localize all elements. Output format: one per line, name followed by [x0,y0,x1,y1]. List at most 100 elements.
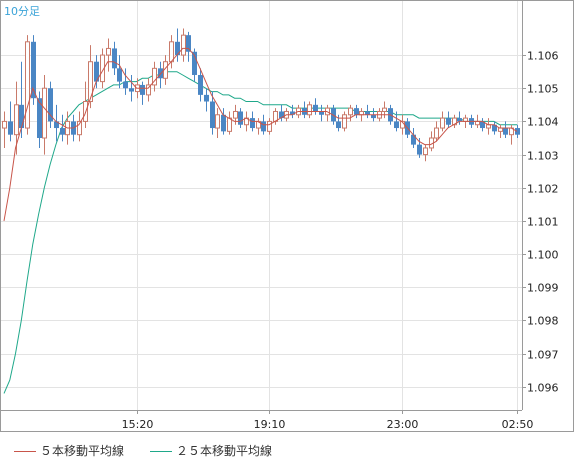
candle [112,41,117,75]
y-tick-label: 1.101 [527,216,559,229]
candle [267,118,272,135]
candle-body-down [204,94,209,102]
candle [503,121,508,138]
candle [210,91,215,135]
candle [307,101,312,119]
candle [515,124,520,138]
candle [175,28,180,62]
candle-body-down [313,104,318,112]
legend-ma5-swatch [14,451,36,452]
candle [480,118,485,132]
candle [14,81,19,155]
candle-body-up [475,120,480,126]
candlestick-chart: 1.106 1.105 1.104 1.103 1.102 1.101 1.100 1.099… [0,0,574,432]
candle [221,108,226,135]
candle-body-up [440,117,445,129]
gridlines [1,1,526,414]
candle-body-up [359,110,364,116]
plot-area [1,1,522,410]
candle-body-up [233,110,238,119]
candle [342,111,347,132]
candle [19,61,24,138]
candle-body-up [42,87,47,139]
candle-body-up [169,41,174,63]
candle-body-down [417,144,422,155]
x-tick-label: 23:00 [387,418,419,431]
candle-body-up [152,67,157,86]
candle-body-down [129,88,134,92]
y-tick-label: 1.100 [527,249,559,262]
candle [94,55,99,89]
candle-body-down [31,41,36,99]
candle-body-down [411,134,416,145]
candle [457,111,462,125]
candle-body-down [290,111,295,115]
candle-body-up [146,84,151,96]
candle-body-down [140,84,145,95]
candle [146,78,151,102]
candle-body-up [77,120,82,136]
candle-body-up [423,147,428,156]
candle-body-down [37,98,42,138]
candle [60,114,65,142]
candle-body-up [434,127,439,139]
candle-body-up [227,117,232,132]
candle [192,48,197,82]
candle-body-down [503,128,508,135]
candle [319,104,324,122]
ma5-line [3,47,518,221]
candle-body-down [54,121,59,129]
candle-body-up [267,120,272,132]
candle [354,104,359,119]
candle-body-up [486,124,491,129]
candle [181,28,186,62]
legend-ma25-swatch [150,451,172,452]
x-tick-label: 19:10 [254,418,286,431]
legend-ma5-label: ５本移動平均線 [40,444,125,458]
candle-body-down [457,118,462,122]
candle-body-down [354,108,359,115]
candle [215,108,220,138]
y-tick-label: 1.096 [527,382,559,395]
candle [411,128,416,148]
candle [198,68,203,102]
candle-body-up [348,107,353,116]
candle [279,104,284,122]
legend-ma25-label: ２５本移動平均線 [176,444,273,458]
candle-body-down [123,81,128,89]
candle [365,104,370,119]
candle-body-up [2,120,7,129]
candle [152,61,157,92]
candle [446,111,451,129]
candle-body-down [221,114,226,132]
candle-body-down [192,51,197,75]
candle-body-up [106,47,111,56]
candle-body-down [515,128,520,135]
y-tick-label: 1.097 [527,349,559,362]
candle-body-down [336,121,341,129]
candle-body-up [342,114,347,129]
legend: ５本移動平均線 ２５本移動平均線 [0,432,574,462]
candle [54,104,59,142]
candle [25,35,30,135]
candle [382,101,387,119]
y-tick-label: 1.105 [527,83,559,96]
candle-body-down [261,121,266,132]
candle-body-down [94,61,99,82]
candle-body-up [498,127,503,132]
candle [31,35,36,105]
candle [48,81,53,129]
candle [313,98,318,115]
y-tick-label: 1.099 [527,282,559,295]
candle-body-down [371,114,376,119]
candle-body-down [112,48,117,69]
y-tick-label: 1.098 [527,315,559,328]
candle [336,114,341,132]
candle-body-down [250,118,255,129]
candle [42,74,47,155]
candle-body-down [48,88,53,122]
candle-body-down [198,74,203,95]
candle [394,111,399,132]
candle-body-down [175,41,180,56]
